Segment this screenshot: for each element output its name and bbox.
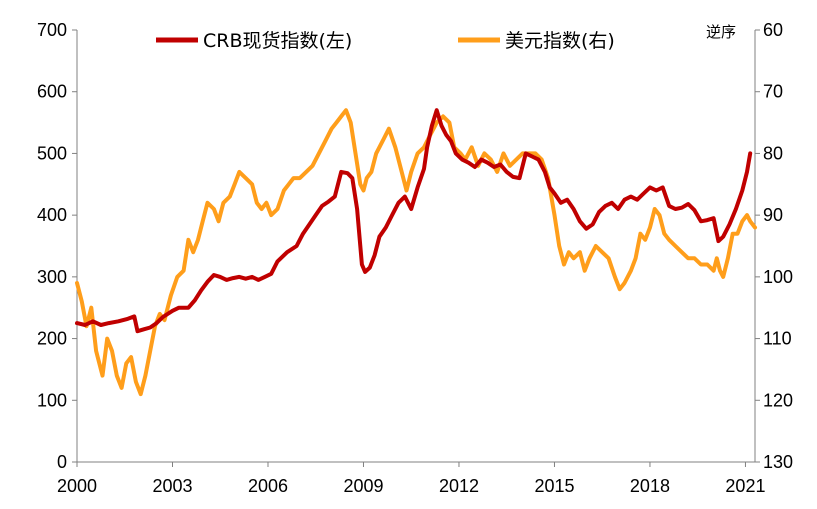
right-y-tick-label: 110 [763, 329, 792, 349]
right-y-tick-label: 80 [763, 143, 783, 163]
x-tick-label: 2012 [439, 476, 479, 496]
series-line-usd [75, 108, 757, 397]
right-axis-unit-label: 逆序 [706, 23, 736, 41]
right-y-tick-label: 90 [763, 205, 783, 225]
right-y-tick-label: 60 [763, 20, 783, 40]
left-y-tick-label: 0 [57, 452, 67, 472]
left-y-tick-label: 100 [37, 390, 67, 410]
left-y-tick-label: 300 [37, 267, 67, 287]
legend-label-crb: CRB现货指数(左) [203, 30, 352, 52]
right-y-tick-label: 120 [763, 390, 793, 410]
left-y-tick-label: 400 [37, 205, 67, 225]
x-tick-label: 2006 [248, 476, 288, 496]
left-y-tick-label: 200 [37, 329, 67, 349]
left-y-tick-label: 600 [37, 82, 67, 102]
right-y-tick-label: 130 [763, 452, 793, 472]
right-y-tick-label: 70 [763, 82, 783, 102]
series-lines [75, 108, 757, 397]
axes: 0 100 200 300 400 500 600 700 60 70 80 90 100 110 120 1… [37, 20, 793, 496]
left-y-tick-label: 500 [37, 143, 67, 163]
right-y-tick-label: 100 [763, 267, 793, 287]
x-tick-label: 2021 [725, 476, 765, 496]
x-tick-label: 2009 [343, 476, 383, 496]
x-tick-label: 2003 [152, 476, 192, 496]
x-tick-label: 2015 [534, 476, 574, 496]
x-tick-label: 2018 [630, 476, 670, 496]
left-y-tick-label: 700 [37, 20, 67, 40]
legend-label-usd: 美元指数(右) [505, 30, 615, 52]
series-line-crb [75, 108, 753, 334]
legend: CRB现货指数(左) 美元指数(右) [156, 30, 615, 52]
x-tick-label: 2000 [57, 476, 97, 496]
